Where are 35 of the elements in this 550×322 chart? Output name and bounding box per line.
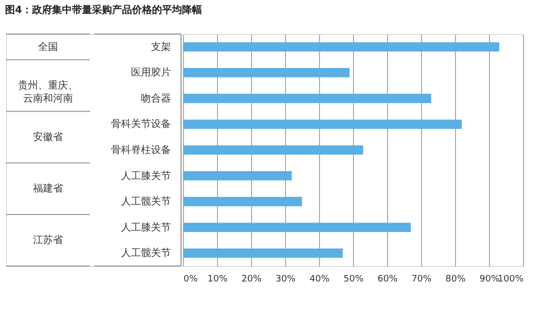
y-tick-label: 医用胶片 bbox=[131, 66, 171, 79]
x-tick-label: 0% bbox=[184, 274, 198, 284]
x-tick-label: 60% bbox=[377, 274, 398, 284]
bar bbox=[183, 120, 462, 129]
text: 全国 bbox=[38, 40, 58, 53]
y-tick-label: 骨科脊柱设备 bbox=[111, 144, 171, 156]
x-tick-label: 80% bbox=[445, 274, 466, 284]
y-tick-label: 人工髋关节 bbox=[121, 247, 171, 260]
x-tick-label: 20% bbox=[241, 274, 262, 284]
bar bbox=[183, 42, 500, 52]
bar bbox=[183, 94, 432, 104]
text: 福建省 bbox=[33, 182, 63, 195]
text: 图4：政府集中带量采购产品价格的平均降幅 bbox=[5, 4, 202, 16]
y-tick-label: 吻合器 bbox=[141, 92, 171, 104]
x-tick-label: 50% bbox=[343, 274, 364, 284]
text: 贵州、重庆、云南和河南 bbox=[18, 80, 78, 105]
x-tick-label: 10% bbox=[207, 274, 228, 284]
y-tick-label: 人工髋关节 bbox=[121, 196, 171, 208]
bar bbox=[183, 248, 343, 258]
text: 江苏省 bbox=[33, 234, 63, 246]
bar bbox=[183, 145, 364, 155]
y-tick-label: 人工膝关节 bbox=[121, 170, 171, 182]
bar bbox=[183, 222, 411, 232]
y-tick-label: 骨科关节设备 bbox=[111, 118, 171, 130]
bar bbox=[183, 68, 350, 78]
x-tick-label: 100% bbox=[498, 274, 524, 284]
bar bbox=[183, 196, 302, 206]
x-tick-label: 30% bbox=[275, 274, 296, 284]
x-tick-label: 70% bbox=[411, 274, 432, 284]
bar bbox=[183, 171, 292, 180]
y-tick-label: 人工膝关节 bbox=[121, 221, 171, 234]
x-tick-label: 90% bbox=[479, 274, 500, 284]
text: 安徽省 bbox=[33, 131, 63, 144]
x-tick-label: 40% bbox=[309, 274, 330, 284]
y-tick-label: 支架 bbox=[151, 40, 171, 53]
